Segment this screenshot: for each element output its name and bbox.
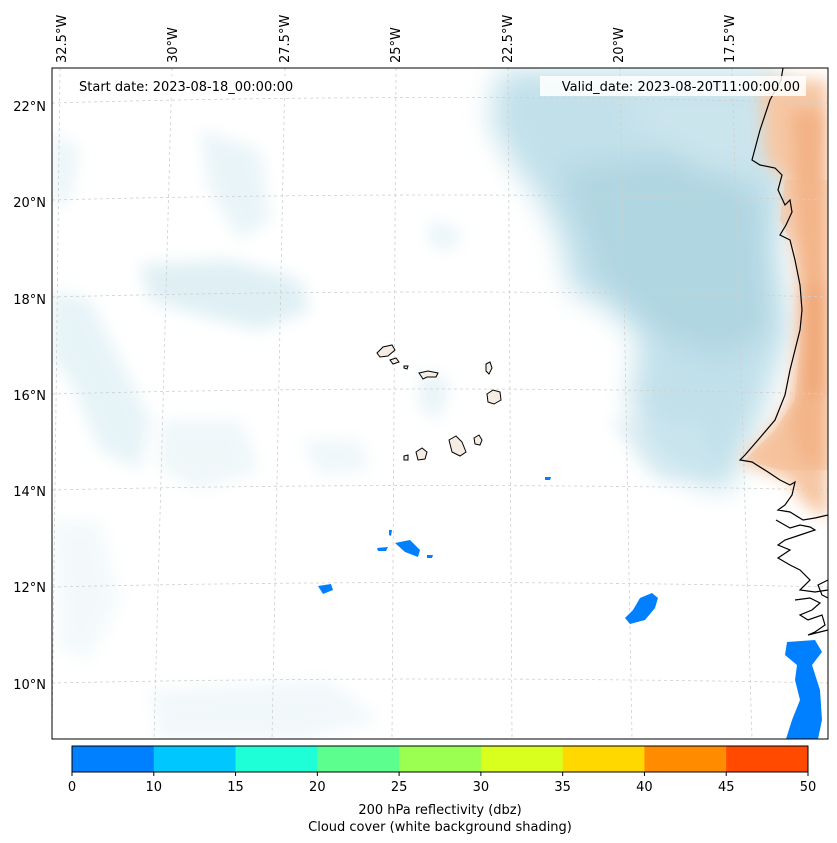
lon-label: 30°W	[166, 27, 181, 63]
cloud-cover-shading	[52, 70, 790, 739]
colorbar-segment	[480, 746, 564, 772]
colorbar-tick-label: 10	[146, 780, 163, 795]
colorbar-tick-label: 30	[473, 780, 490, 795]
lat-label: 22°N	[13, 100, 46, 115]
colorbar-segment	[72, 746, 155, 772]
colorbar-segment	[399, 746, 482, 772]
lon-label: 22.5°W	[501, 15, 516, 63]
reflectivity-patch	[785, 640, 822, 739]
colorbar-tick-label: 50	[800, 780, 817, 795]
lat-label: 14°N	[13, 485, 46, 500]
colorbar-tick-label: 15	[227, 780, 244, 795]
colorbar-label-line1: 200 hPa reflectivity (dbz)	[358, 803, 521, 818]
lon-label: 25°W	[389, 27, 404, 63]
lon-label: 32.5°W	[55, 15, 70, 63]
lat-label: 20°N	[13, 196, 46, 211]
reflectivity-patch	[377, 547, 388, 551]
colorbar-border	[71, 745, 809, 773]
colorbar-segment	[235, 746, 318, 772]
colorbar-segment	[317, 746, 400, 772]
reflectivity-patch	[389, 530, 392, 536]
lat-label: 12°N	[13, 581, 46, 596]
reflectivity-patch	[545, 477, 551, 480]
colorbar-segment	[153, 746, 237, 772]
valid-date-label: Valid_date: 2023-08-20T11:00:00.00	[562, 80, 800, 95]
colorbar-tick-label: 35	[554, 780, 571, 795]
colorbar-segment	[726, 746, 809, 772]
island-maio	[473, 434, 483, 446]
island-sal	[485, 361, 493, 375]
reflectivity-patch	[625, 593, 658, 624]
island-santiago	[448, 435, 467, 457]
graticule	[52, 68, 828, 739]
lon-label: 17.5°W	[723, 15, 738, 63]
lat-label: 18°N	[13, 293, 46, 308]
lon-label: 20°W	[612, 27, 627, 63]
colorbar-tick-label: 40	[636, 780, 653, 795]
colorbar-tick-label: 25	[391, 780, 408, 795]
colorbar-tick-label: 20	[309, 780, 326, 795]
latitude-labels: 22°N 20°N 18°N 16°N 14°N 12°N 10°N	[13, 100, 46, 693]
colorbar-label-line2: Cloud cover (white background shading)	[308, 820, 572, 835]
map-frame	[51, 67, 829, 740]
start-date-label: Start date: 2023-08-18_00:00:00	[79, 80, 293, 95]
colorbar: 0 10 15 20 25 30 35 40 45 50	[68, 745, 817, 795]
reflectivity-patch	[318, 584, 333, 594]
land-shading	[740, 80, 828, 520]
lat-label: 10°N	[13, 678, 46, 693]
colorbar-tick-label: 0	[68, 780, 76, 795]
island-sao-nicolau	[418, 370, 439, 380]
colorbar-segment	[562, 746, 645, 772]
reflectivity-patch	[395, 540, 420, 557]
lon-label: 27.5°W	[278, 15, 293, 63]
colorbar-tick-label: 45	[718, 780, 735, 795]
island-santo-antao	[376, 344, 396, 358]
coastlines	[738, 68, 828, 636]
start-label-bg	[72, 76, 312, 96]
island-santa-luzia	[403, 365, 409, 370]
longitude-labels: 32.5°W 30°W 27.5°W 25°W 22.5°W 20°W 17.5…	[55, 15, 738, 63]
valid-label-bg	[540, 76, 806, 96]
island-brava	[403, 454, 409, 461]
lat-label: 16°N	[13, 389, 46, 404]
cape-verde-islands	[376, 344, 502, 461]
island-boa-vista	[486, 389, 502, 405]
island-fogo	[415, 447, 428, 461]
reflectivity-patches	[318, 477, 822, 739]
colorbar-segment	[644, 746, 727, 772]
reflectivity-patch	[427, 555, 433, 558]
island-sao-vicente	[389, 357, 400, 365]
